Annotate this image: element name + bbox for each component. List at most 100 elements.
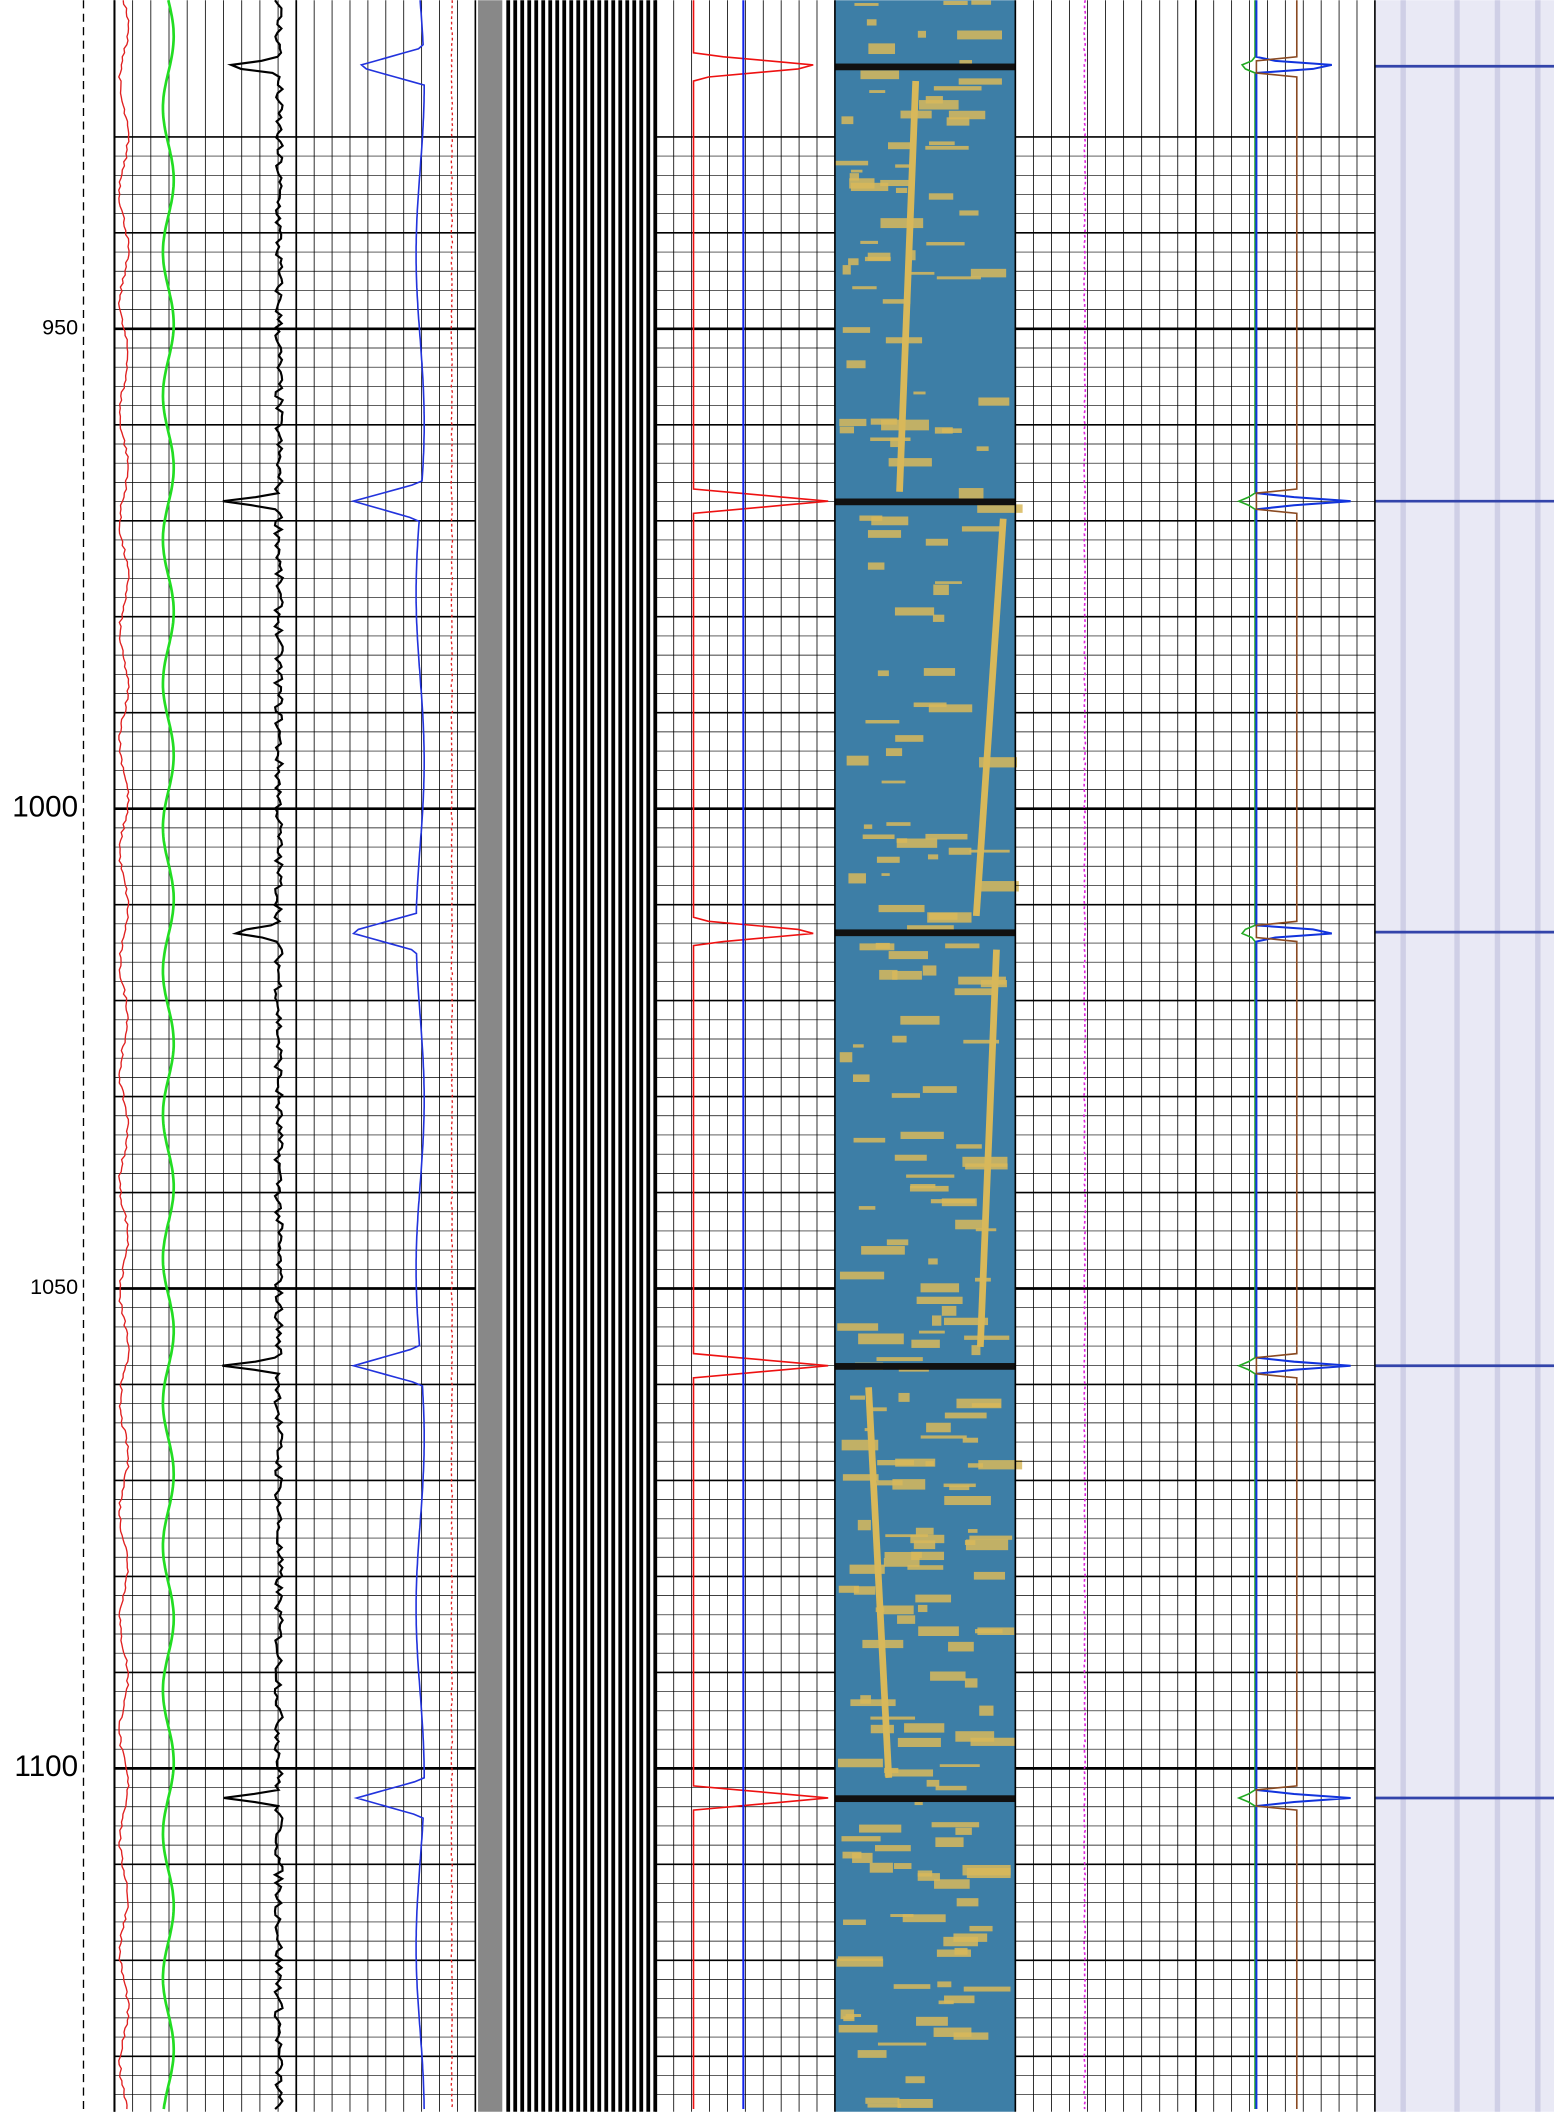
image-streak bbox=[918, 100, 959, 110]
image-streak bbox=[971, 0, 992, 5]
image-streak bbox=[870, 1716, 916, 1720]
image-streak bbox=[883, 1558, 920, 1567]
image-streak bbox=[888, 142, 916, 150]
blue-spike-curve bbox=[1255, 0, 1351, 2110]
image-trace bbox=[865, 1387, 893, 1778]
image-streak bbox=[964, 1335, 1010, 1340]
image-streak bbox=[925, 538, 949, 546]
image-streak bbox=[913, 391, 926, 395]
image-streak bbox=[958, 488, 984, 499]
image-streak bbox=[878, 904, 925, 913]
image-streak bbox=[882, 299, 911, 304]
image-streak bbox=[853, 1137, 886, 1143]
image-streak bbox=[895, 187, 908, 194]
image-streak bbox=[897, 2098, 933, 2108]
image-streak bbox=[926, 1422, 951, 1433]
waveform-stripe bbox=[569, 0, 574, 2112]
waveform-stripe bbox=[646, 0, 651, 2112]
image-trace bbox=[896, 80, 920, 492]
image-streak bbox=[857, 2050, 887, 2058]
image-streak bbox=[926, 1779, 940, 1787]
image-streak bbox=[911, 1339, 940, 1348]
image-streak bbox=[948, 110, 986, 120]
depth-label: 950 bbox=[42, 316, 78, 340]
image-streak bbox=[956, 1144, 982, 1149]
image-streak bbox=[898, 1392, 910, 1402]
image-streak bbox=[945, 943, 980, 949]
image-streak bbox=[928, 1258, 938, 1265]
image-streak bbox=[904, 1723, 945, 1733]
depth-label: 1000 bbox=[12, 790, 78, 823]
image-streak bbox=[949, 1485, 970, 1491]
waveform-stripe bbox=[611, 0, 616, 2112]
image-streak bbox=[886, 822, 911, 826]
image-streak bbox=[970, 268, 1007, 278]
image-streak bbox=[866, 19, 877, 26]
image-streak bbox=[935, 1837, 964, 1848]
image-streak bbox=[836, 1958, 884, 1967]
image-streak bbox=[837, 1956, 883, 1962]
image-streak bbox=[965, 1539, 1009, 1551]
waveform-stripe bbox=[534, 0, 539, 2112]
image-streak bbox=[979, 1705, 994, 1716]
image-streak bbox=[910, 1534, 945, 1544]
image-streak bbox=[918, 1330, 945, 1334]
image-streak bbox=[969, 1925, 993, 1932]
image-streak bbox=[979, 757, 1018, 768]
waveform-stripe bbox=[583, 0, 588, 2112]
image-streak bbox=[893, 1863, 912, 1870]
image-streak bbox=[863, 824, 873, 829]
image-streak bbox=[885, 748, 903, 757]
image-streak bbox=[837, 1323, 879, 1331]
image-streak bbox=[934, 1879, 970, 1889]
image-streak bbox=[962, 1864, 1011, 1876]
image-streak bbox=[839, 1052, 853, 1063]
image-streak bbox=[896, 838, 938, 848]
red-dashed-curve bbox=[450, 0, 454, 2110]
image-streak bbox=[930, 1671, 966, 1681]
image-streak bbox=[976, 446, 989, 451]
image-streak bbox=[969, 849, 1010, 853]
image-streak bbox=[935, 1785, 967, 1791]
image-streak bbox=[973, 1571, 1006, 1580]
image-streak bbox=[915, 1594, 952, 1603]
image-streak bbox=[859, 515, 883, 521]
image-streak bbox=[841, 116, 854, 125]
magenta-dotted-curve bbox=[1083, 0, 1087, 2110]
image-streak bbox=[841, 1836, 881, 1842]
image-streak bbox=[868, 43, 896, 55]
image-streak bbox=[935, 581, 962, 584]
image-streak bbox=[964, 1678, 978, 1688]
image-streak bbox=[837, 1758, 883, 1768]
image-streak bbox=[879, 969, 898, 980]
image-streak bbox=[858, 1333, 904, 1345]
image-streak bbox=[846, 360, 866, 369]
image-streak bbox=[928, 704, 973, 713]
image-streak bbox=[852, 1852, 873, 1863]
waveform-stripe bbox=[548, 0, 553, 2112]
image-streak bbox=[937, 1981, 952, 1988]
image-streak bbox=[977, 881, 1019, 892]
depth-label: 1100 bbox=[14, 1750, 78, 1783]
image-streak bbox=[927, 912, 972, 923]
depth-label: 1050 bbox=[30, 1275, 78, 1299]
image-streak bbox=[943, 1317, 989, 1326]
image-streak bbox=[880, 179, 914, 187]
image-streak bbox=[895, 164, 910, 168]
image-streak bbox=[943, 1936, 978, 1947]
image-streak bbox=[933, 86, 982, 91]
image-streak bbox=[850, 1395, 866, 1400]
image-streak bbox=[843, 1919, 866, 1926]
image-joint bbox=[834, 498, 1016, 506]
image-streak bbox=[897, 1615, 916, 1624]
image-streak bbox=[874, 1845, 911, 1852]
amplitude-stripe bbox=[1494, 0, 1501, 2112]
green-curve bbox=[161, 0, 176, 2110]
image-streak bbox=[902, 1914, 946, 1923]
image-streak bbox=[925, 96, 943, 104]
image-streak bbox=[923, 668, 956, 676]
image-streak bbox=[957, 30, 1003, 40]
image-streak bbox=[884, 1769, 934, 1777]
